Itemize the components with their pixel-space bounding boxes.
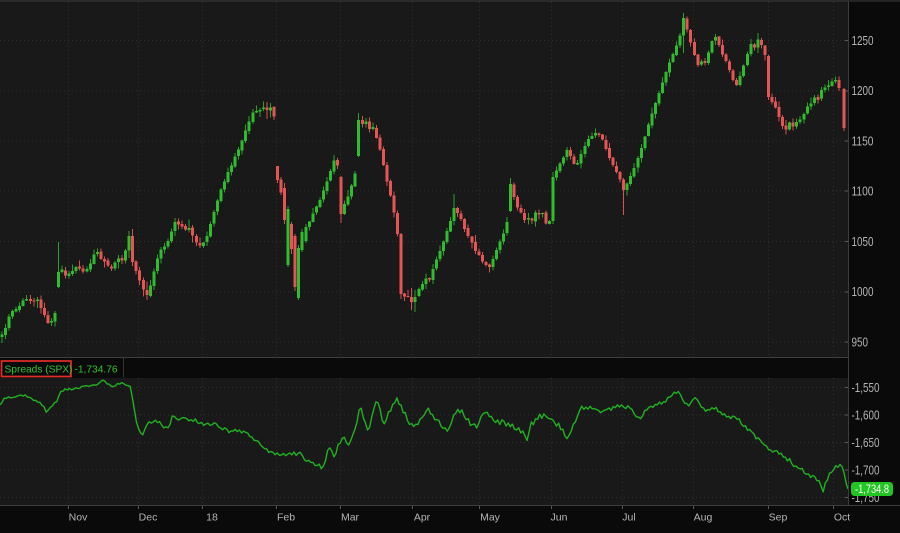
svg-text:1200: 1200 (852, 84, 874, 98)
svg-text:Oct: Oct (834, 512, 850, 524)
svg-text:Aug: Aug (694, 512, 713, 524)
svg-text:1250: 1250 (852, 34, 874, 48)
svg-text:1000: 1000 (852, 285, 874, 299)
svg-text:Jul: Jul (622, 512, 635, 524)
svg-text:950: 950 (852, 335, 869, 349)
svg-text:May: May (480, 512, 501, 524)
svg-text:Feb: Feb (277, 512, 295, 524)
svg-text:18: 18 (206, 512, 218, 524)
svg-text:1150: 1150 (852, 134, 874, 148)
svg-text:Mar: Mar (341, 512, 360, 524)
svg-text:1050: 1050 (852, 235, 874, 249)
svg-text:Sep: Sep (769, 512, 788, 524)
svg-text:1100: 1100 (852, 185, 874, 199)
svg-text:Dec: Dec (139, 512, 158, 524)
svg-text:-1,600: -1,600 (852, 408, 880, 422)
svg-text:Apr: Apr (414, 512, 431, 524)
svg-text:Spreads (SPX): Spreads (SPX) (5, 364, 73, 375)
svg-text:-1,550: -1,550 (852, 381, 880, 395)
svg-text:-1,650: -1,650 (852, 436, 880, 450)
svg-text:-1,734.8: -1,734.8 (855, 484, 889, 496)
svg-text:-1,734.76: -1,734.76 (75, 364, 118, 375)
svg-text:Nov: Nov (69, 512, 88, 524)
svg-text:Jun: Jun (551, 512, 568, 524)
svg-text:-1,700: -1,700 (852, 463, 880, 477)
